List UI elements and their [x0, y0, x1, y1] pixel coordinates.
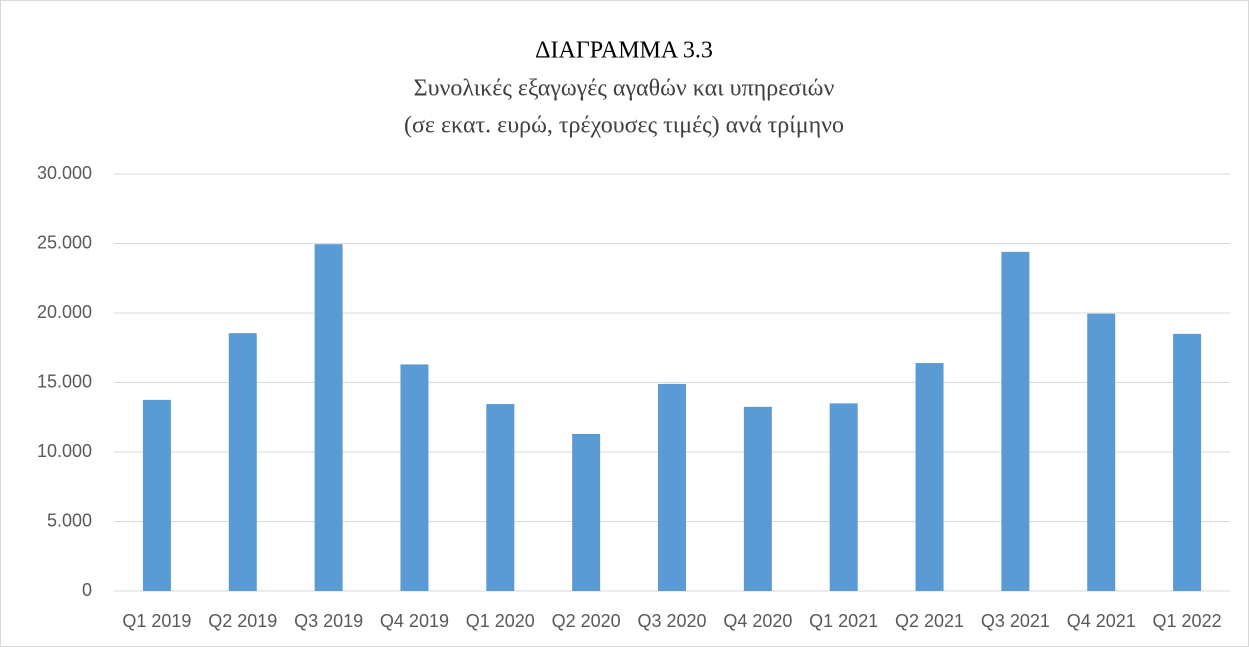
x-tick-label: Q3 2021 [981, 611, 1050, 631]
chart-subtitle: (σε εκατ. ευρώ, τρέχουσες τιμές) ανά τρί… [404, 113, 844, 139]
x-tick-label: Q3 2020 [637, 611, 706, 631]
x-tick-label: Q3 2019 [294, 611, 363, 631]
bar [1001, 251, 1030, 591]
bar [572, 433, 601, 591]
y-tick-label: 25.000 [37, 232, 92, 252]
bar [486, 404, 515, 591]
bar [314, 244, 343, 591]
x-tick-label: Q2 2019 [208, 611, 277, 631]
bar [915, 363, 944, 591]
y-tick-label: 15.000 [37, 371, 92, 391]
bar [142, 399, 171, 591]
bar [829, 403, 858, 591]
chart-subtitle: Συνολικές εξαγωγές αγαθών και υπηρεσιών [414, 76, 835, 102]
bar [1173, 333, 1202, 591]
x-tick-label: Q4 2021 [1067, 611, 1136, 631]
y-tick-label: 20.000 [37, 302, 92, 322]
x-tick-label: Q4 2019 [380, 611, 449, 631]
y-tick-label: 0 [82, 580, 92, 600]
bar [400, 364, 429, 591]
x-tick-label: Q2 2021 [895, 611, 964, 631]
chart-title: ΔΙΑΓΡΑΜΜΑ 3.3 [535, 38, 713, 64]
y-tick-label: 30.000 [37, 163, 92, 183]
bar [228, 333, 257, 591]
x-tick-label: Q1 2019 [122, 611, 191, 631]
y-tick-label: 5.000 [47, 510, 92, 530]
x-tick-label: Q1 2022 [1153, 611, 1222, 631]
bar [743, 406, 772, 591]
x-tick-label: Q1 2021 [809, 611, 878, 631]
bar [658, 383, 686, 591]
x-tick-label: Q2 2020 [552, 611, 621, 631]
x-tick-label: Q4 2020 [723, 611, 792, 631]
x-tick-label: Q1 2020 [466, 611, 535, 631]
y-tick-label: 10.000 [37, 441, 92, 461]
bar [1087, 313, 1116, 591]
